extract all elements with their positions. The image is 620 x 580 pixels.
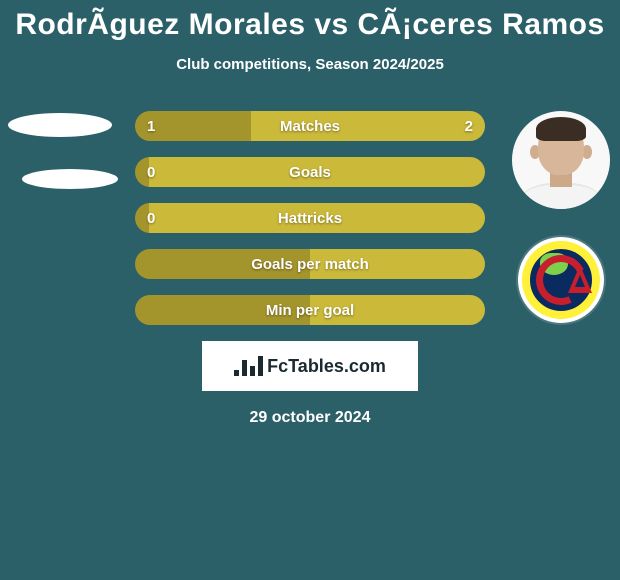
stat-left-value: 0 [147, 203, 155, 233]
stat-bar-row: 0Goals [135, 157, 485, 187]
stat-bar-row: Min per goal [135, 295, 485, 325]
right-player-avatars [512, 111, 610, 323]
bars-icon [234, 356, 263, 376]
right-player-avatar [512, 111, 610, 209]
left-club-avatar-placeholder [22, 169, 118, 189]
stat-bar-row: 12Matches [135, 111, 485, 141]
stat-right-value: 2 [465, 111, 473, 141]
comparison-content: 12Matches0Goals0HattricksGoals per match… [0, 111, 620, 427]
stat-left-value: 1 [147, 111, 155, 141]
right-club-badge [518, 237, 604, 323]
date-text: 29 october 2024 [0, 409, 620, 427]
watermark: FcTables.com [202, 341, 418, 391]
left-player-avatars [8, 111, 118, 189]
subtitle: Club competitions, Season 2024/2025 [0, 56, 620, 73]
watermark-text: FcTables.com [267, 356, 386, 377]
left-player-avatar-placeholder [8, 113, 112, 137]
stat-left-value: 0 [147, 157, 155, 187]
stat-bar-row: 0Hattricks [135, 203, 485, 233]
stat-bar-row: Goals per match [135, 249, 485, 279]
page-title: RodrÃ­guez Morales vs CÃ¡ceres Ramos [0, 0, 620, 42]
stat-bars: 12Matches0Goals0HattricksGoals per match… [135, 111, 485, 325]
